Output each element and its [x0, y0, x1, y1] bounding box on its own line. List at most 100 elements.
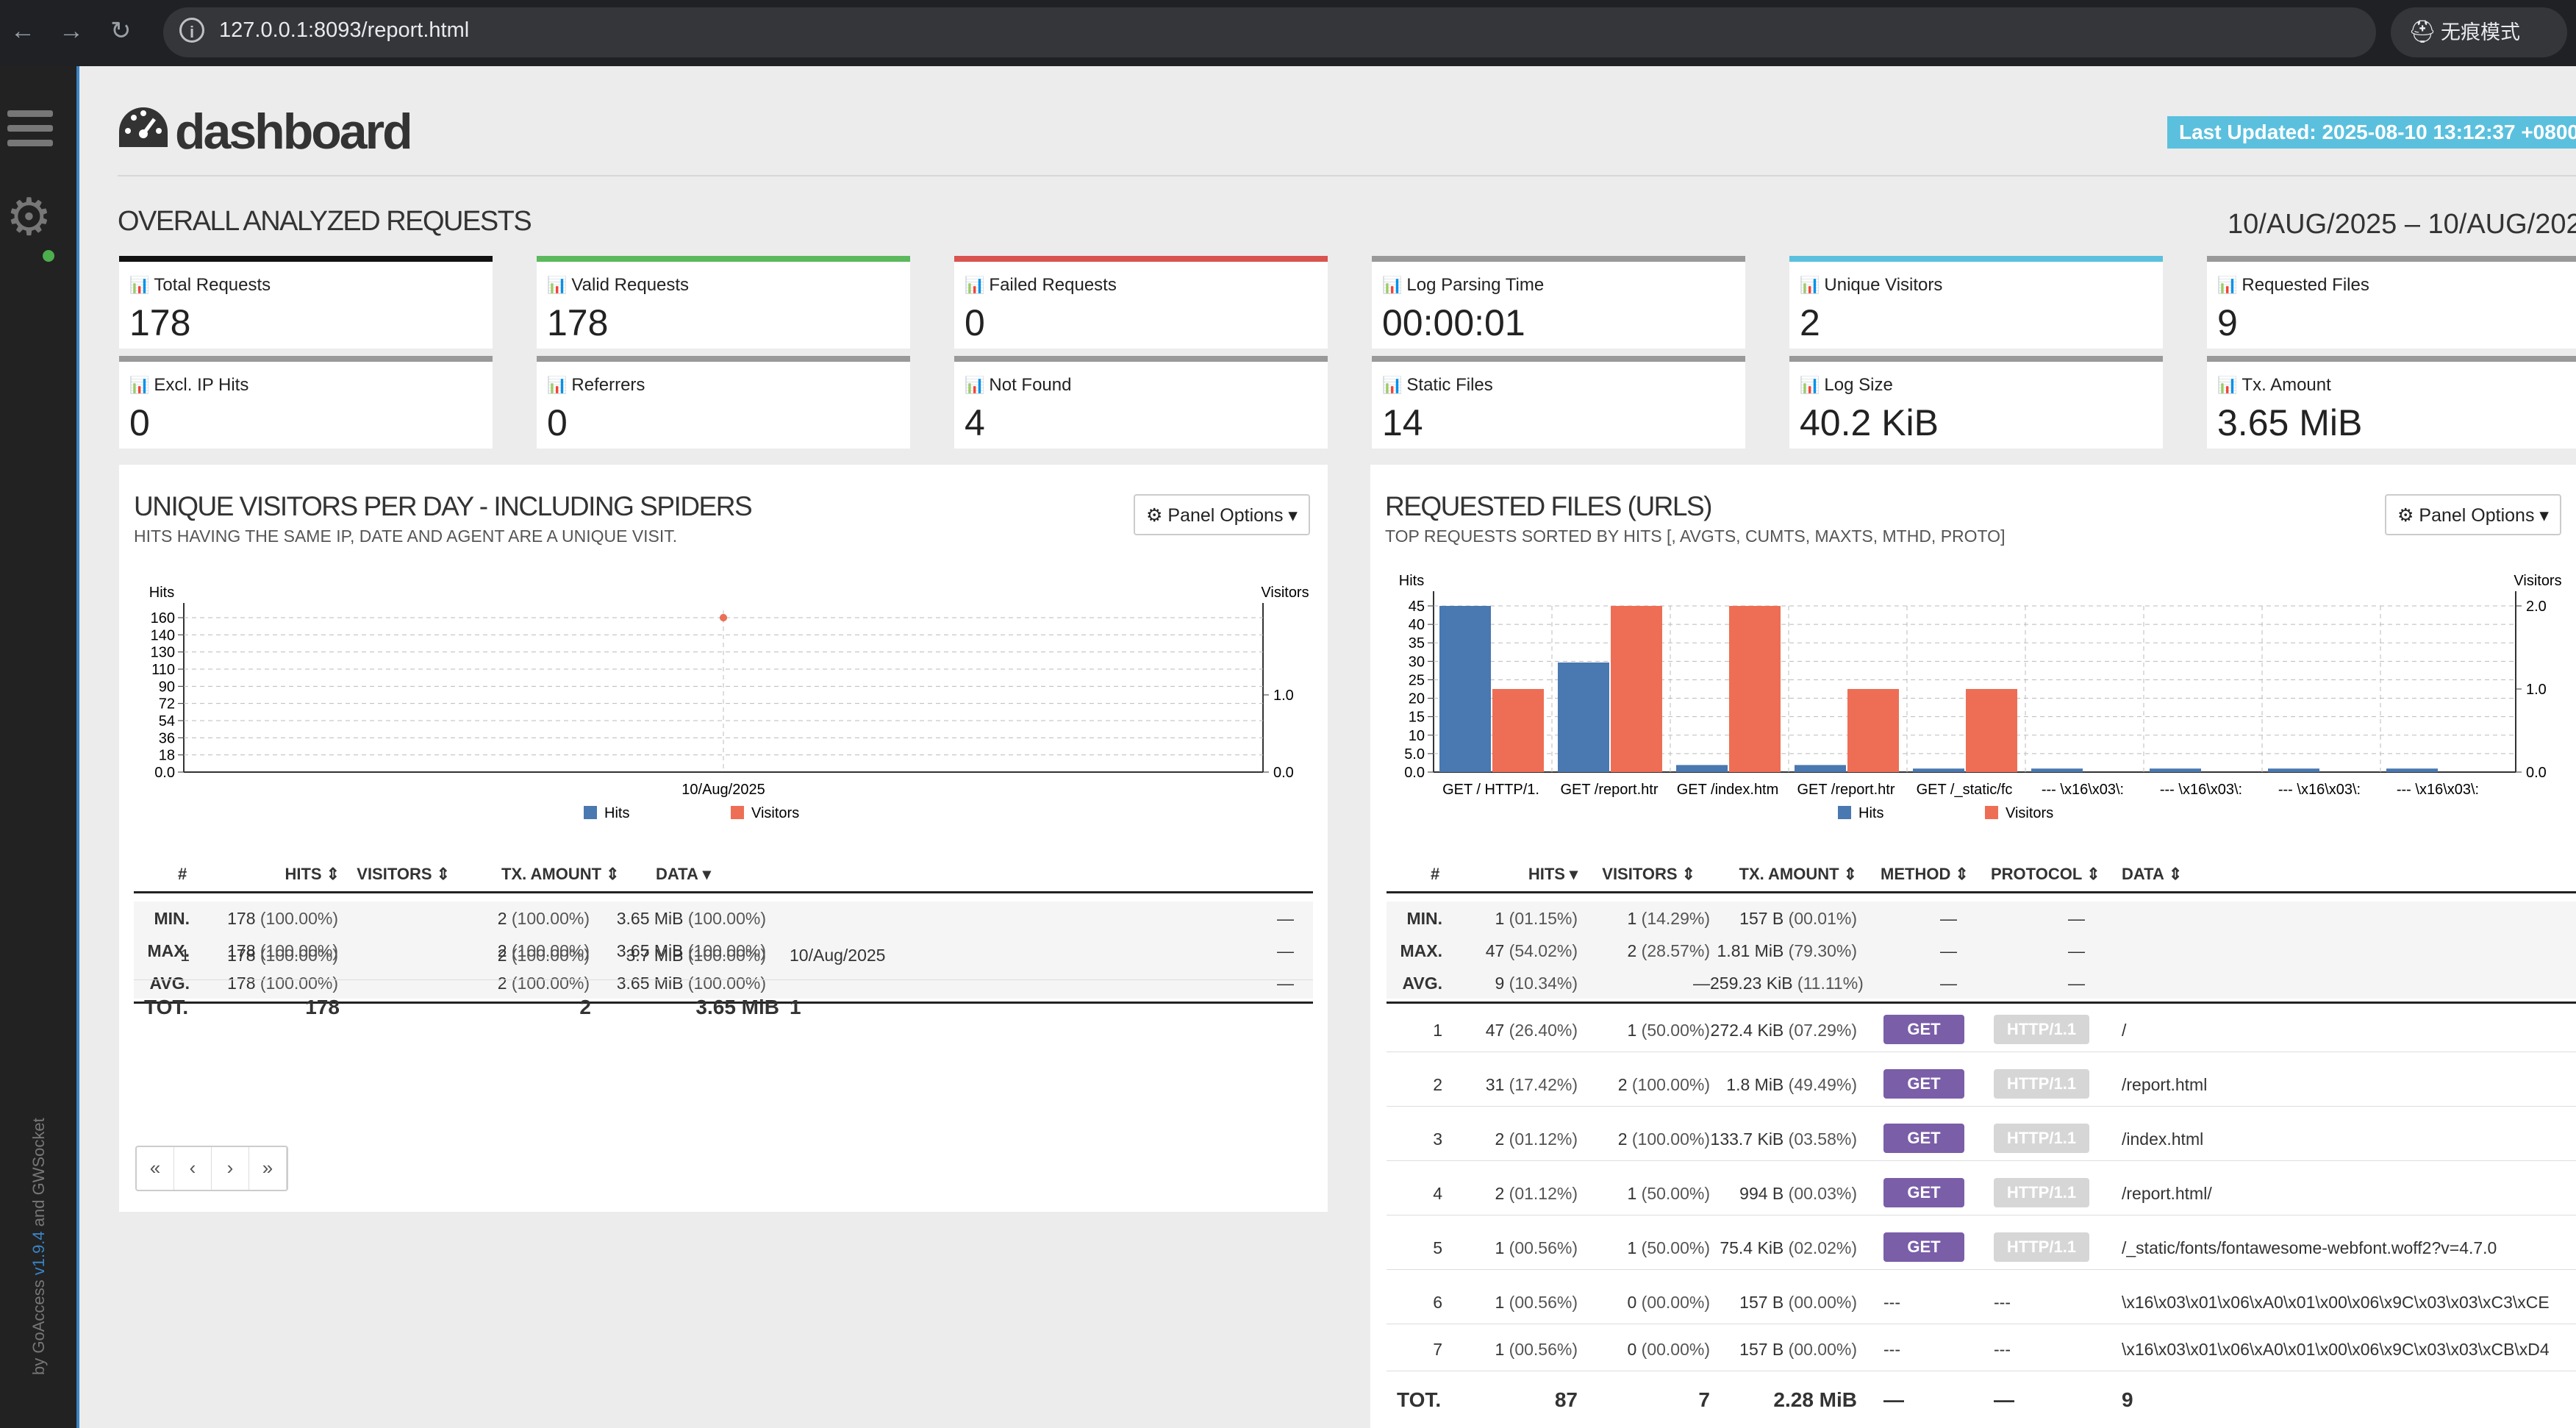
table-header[interactable]: TX. AMOUNT ⇕ [501, 865, 620, 884]
table-header[interactable]: VISITORS ⇕ [1592, 865, 1695, 884]
stat-card: 📊 Excl. IP Hits 0 [119, 356, 493, 449]
protocol-badge: HTTP/1.1 [1994, 1232, 2089, 1262]
row-divider [1387, 1160, 2576, 1161]
bar-hits[interactable] [1795, 765, 1846, 772]
y-tick-label: 130 [151, 645, 175, 661]
bar-chart-icon: 📊 [1800, 276, 1820, 294]
table-header[interactable]: METHOD ⇕ [1881, 865, 1969, 884]
files-panel-options-button[interactable]: ⚙ Panel Options ▾ [2385, 494, 2561, 535]
y-tick-label: 30 [1409, 654, 1425, 670]
address-bar[interactable]: i 127.0.0.1:8093/report.html ☆ [163, 7, 2511, 57]
bar-hits[interactable] [2268, 768, 2319, 772]
table-cell-hits: 47 (54.02%) [1431, 941, 1578, 961]
date-range: 10/AUG/2025 – 10/AUG/2025 [2228, 209, 2576, 240]
back-icon[interactable]: ← [10, 17, 35, 45]
table-cell-protocol: — [2068, 941, 2085, 960]
table-cell-tx: 3.65 MiB (100.00%) [545, 941, 766, 961]
point-visitors[interactable] [720, 614, 727, 621]
incognito-indicator[interactable]: ⛑ 无痕模式 [2391, 7, 2567, 57]
y-tick-label: 110 [151, 662, 175, 678]
table-header-rule [134, 891, 1313, 893]
pager-button[interactable]: « [137, 1147, 174, 1190]
stat-card: 📊 Total Requests 178 [119, 256, 493, 349]
cell-percent: (00.56%) [1509, 1293, 1578, 1312]
table-cell-hits: 2 (01.12%) [1431, 1184, 1578, 1204]
cell-value: 31 [1485, 1075, 1505, 1094]
pager-button[interactable]: ‹ [174, 1147, 212, 1190]
sort-icon: ⇕ [606, 865, 620, 883]
stat-card-value: 0 [965, 302, 985, 343]
sidebar: ⚙ by GoAccess v1.9.4 and GWSocket [0, 66, 79, 1428]
table-header[interactable]: HITS ⇕ [259, 865, 340, 884]
stat-card: 📊 Unique Visitors 2 [1789, 256, 2163, 349]
table-cell-visitors: 2 (100.00%) [1578, 1129, 1710, 1149]
gear-icon[interactable]: ⚙ [6, 188, 52, 246]
legend-label[interactable]: Visitors [751, 805, 799, 821]
total-data: 9 [2122, 1388, 2133, 1411]
url-text[interactable]: 127.0.0.1:8093/report.html [219, 18, 470, 42]
pager-button[interactable]: › [212, 1147, 249, 1190]
cell-percent: (79.30%) [1788, 941, 1857, 960]
stat-card-value: 4 [965, 402, 985, 443]
table-cell-hits: 1 (00.56%) [1431, 1293, 1578, 1313]
site-info-icon[interactable]: i [179, 18, 204, 43]
bar-chart-icon: 📊 [129, 276, 150, 294]
table-cell-data: /index.html [2122, 1129, 2204, 1149]
legend-label[interactable]: Visitors [2006, 805, 2053, 821]
table-cell-hits: 178 (100.00%) [178, 974, 338, 993]
y2-tick-label: 0.0 [1273, 765, 1294, 781]
table-cell-visitors: 2 (100.00%) [354, 909, 590, 929]
y-tick-label: 90 [159, 679, 175, 695]
table-header[interactable]: HITS ▾ [1497, 865, 1578, 884]
bar-hits[interactable] [2150, 768, 2201, 772]
bar-visitors[interactable] [1611, 606, 1662, 772]
table-header[interactable]: DATA ▾ [656, 865, 711, 884]
bar-hits[interactable] [1439, 606, 1491, 772]
forward-icon[interactable]: → [59, 17, 84, 45]
bar-visitors[interactable] [1966, 689, 2017, 772]
panel-options-label: Panel Options [1167, 505, 1284, 526]
bar-hits[interactable] [2031, 768, 2083, 772]
cell-value: — [1693, 974, 1710, 993]
table-cell-tx: 133.7 KiB (03.58%) [1710, 1129, 1857, 1149]
pager-button[interactable]: » [249, 1147, 287, 1190]
legend-label[interactable]: Hits [604, 805, 629, 821]
table-header[interactable]: PROTOCOL ⇕ [1991, 865, 2100, 884]
x-tick-label: GET /index.htm [1677, 782, 1779, 798]
cell-percent: (17.42%) [1509, 1075, 1578, 1094]
y2-tick-label: 1.0 [2526, 682, 2547, 698]
summary-label: AVG. [149, 974, 190, 993]
bar-visitors[interactable] [1847, 689, 1899, 772]
bar-hits[interactable] [1676, 765, 1728, 772]
cell-percent: (00.03%) [1788, 1184, 1857, 1203]
cell-value: 47 [1485, 941, 1505, 960]
table-header[interactable]: VISITORS ⇕ [354, 865, 450, 884]
x-tick-label: --- \x16\x03\: [2278, 782, 2361, 798]
row-divider [1387, 1106, 2576, 1107]
reload-icon[interactable]: ↻ [110, 17, 132, 45]
bar-hits[interactable] [2386, 768, 2438, 772]
bar-hits[interactable] [1913, 768, 1964, 772]
total-visitors: 7 [1698, 1388, 1710, 1411]
y-tick-label: 72 [159, 696, 175, 713]
table-cell-visitors: 0 (00.00%) [1578, 1293, 1710, 1313]
table-cell-tx: 1.8 MiB (49.49%) [1710, 1075, 1857, 1095]
bar-visitors[interactable] [1729, 606, 1781, 772]
table-header-label: TX. AMOUNT [501, 865, 602, 883]
x-tick-label: GET / HTTP/1. [1442, 782, 1539, 798]
stat-card-value: 40.2 KiB [1800, 402, 1939, 443]
hamburger-icon[interactable] [7, 110, 53, 150]
table-header[interactable]: TX. AMOUNT ⇕ [1710, 865, 1858, 884]
version-link[interactable]: v1.9.4 [29, 1231, 48, 1276]
visitors-chart: Hits Visitors0.018365472901101301401600.0… [149, 585, 1309, 821]
bar-hits[interactable] [1558, 662, 1609, 772]
stat-card: 📊 Requested Files 9 [2207, 256, 2576, 349]
row-number: 4 [1433, 1184, 1442, 1203]
x-tick-label: --- \x16\x03\: [2042, 782, 2124, 798]
summary-row [134, 934, 1313, 966]
legend-label[interactable]: Hits [1858, 805, 1883, 821]
bar-visitors[interactable] [1492, 689, 1544, 772]
visitors-panel-options-button[interactable]: ⚙ Panel Options ▾ [1134, 494, 1310, 535]
table-header[interactable]: DATA ⇕ [2122, 865, 2182, 884]
stat-card-value: 00:00:01 [1382, 302, 1525, 343]
